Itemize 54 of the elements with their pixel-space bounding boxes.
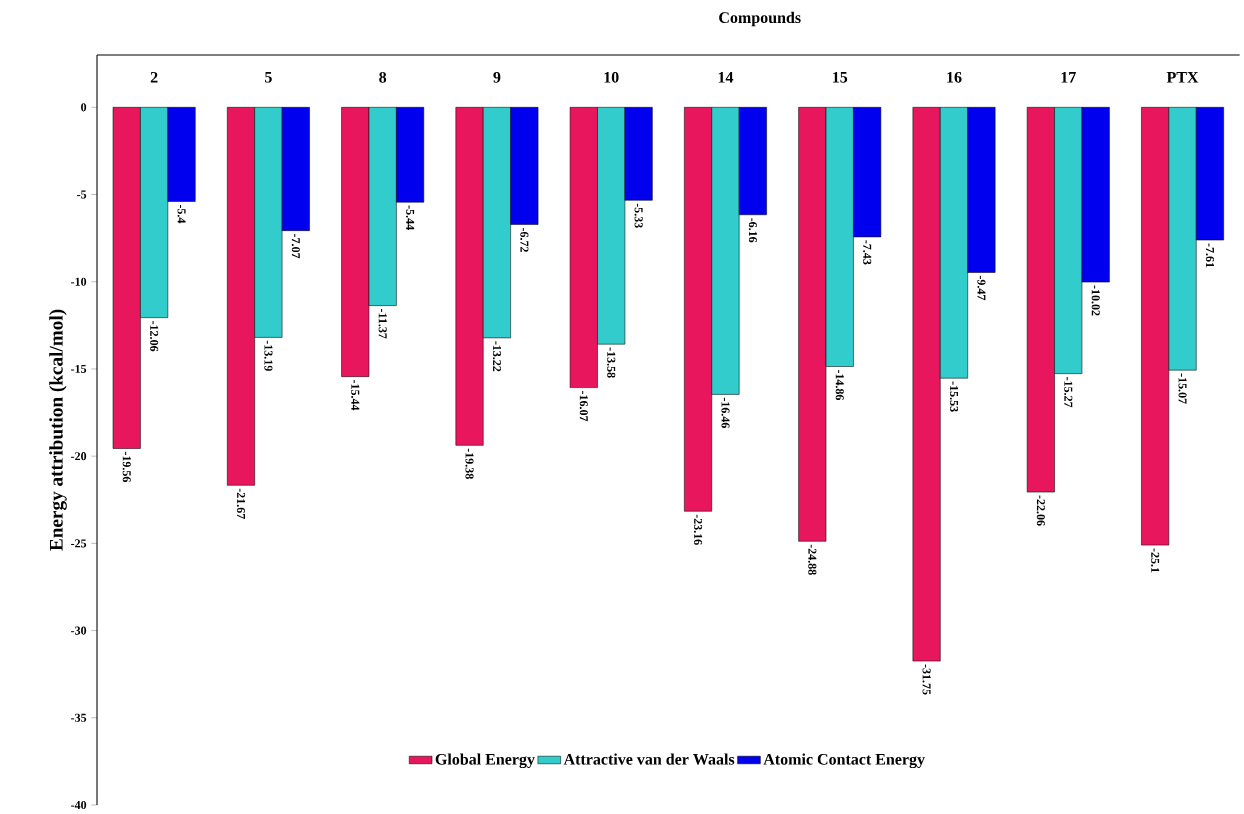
data-label: -31.75 [922, 664, 931, 695]
y-tick-label: -35 [71, 713, 87, 722]
data-label: -5.44 [406, 205, 415, 230]
x-tick-label: 5 [265, 71, 272, 83]
data-label: -13.58 [607, 347, 616, 378]
y-axis-title: Energy attribution (kcal/mol) [49, 309, 67, 551]
x-tick-label: 8 [379, 71, 387, 83]
x-tick-label: 14 [718, 72, 734, 83]
data-label: -19.38 [465, 448, 474, 479]
data-label: -24.88 [808, 544, 817, 575]
y-tick-label: -10 [71, 277, 87, 286]
data-label: -11.37 [378, 309, 387, 339]
data-label: -10.02 [1091, 285, 1100, 316]
y-tick-label: -30 [71, 626, 87, 635]
legend-label: Global Energy [435, 753, 535, 769]
data-label: -19.56 [122, 451, 131, 483]
data-label: -15.44 [351, 380, 360, 411]
x-tick-label: 15 [833, 71, 848, 83]
legend-label: Attractive van der Waals [563, 753, 735, 765]
data-label: -6.72 [520, 227, 529, 252]
data-label: -13.19 [264, 340, 273, 371]
x-axis-title: Compounds [719, 11, 801, 27]
data-label: -15.07 [1178, 373, 1187, 404]
x-tick-label: 17 [1061, 72, 1076, 83]
x-tick-label: 16 [947, 71, 962, 83]
data-label: -15.53 [949, 381, 959, 412]
data-label: -23.16 [694, 514, 703, 545]
data-label: -7.43 [863, 240, 872, 265]
data-label: -5.33 [634, 203, 643, 228]
data-label: -21.67 [236, 488, 246, 519]
y-tick-label: -25 [71, 539, 87, 548]
data-label: -12.06 [150, 321, 159, 352]
y-tick-label: -15 [71, 364, 87, 373]
data-label: -7.07 [291, 234, 300, 259]
y-tick-label: -40 [71, 800, 87, 810]
x-tick-label: 10 [604, 71, 619, 83]
data-label: -16.46 [721, 397, 730, 428]
data-label: -5.4 [177, 204, 186, 224]
data-label: -9.47 [977, 275, 986, 301]
data-label: -22.06 [1036, 495, 1045, 526]
data-label: -7.61 [1205, 243, 1215, 268]
x-tick-label: 9 [493, 71, 501, 83]
data-label: -16.07 [579, 390, 588, 422]
y-tick-label: 0 [81, 103, 87, 112]
x-tick-label: 2 [150, 72, 158, 83]
data-label: -13.22 [492, 341, 501, 372]
data-label: -14.86 [835, 369, 844, 401]
y-tick-label: -20 [71, 452, 87, 461]
x-tick-label: PTX [1166, 72, 1199, 83]
data-label: -6.16 [748, 218, 757, 243]
data-label: -25.1 [1151, 548, 1160, 573]
legend-label: Atomic Contact Energy [763, 753, 925, 769]
y-tick-label: -5 [77, 190, 87, 199]
data-label: -15.27 [1064, 377, 1073, 408]
